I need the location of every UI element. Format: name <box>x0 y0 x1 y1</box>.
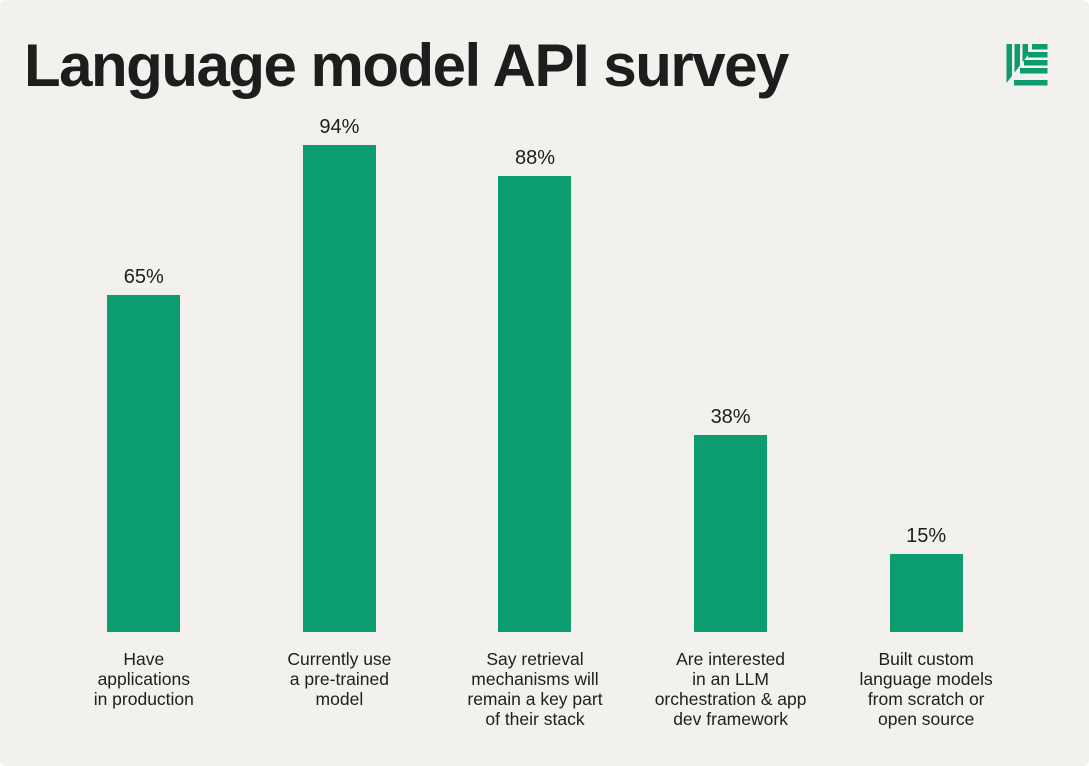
category-label-line: remain a key part <box>467 689 603 709</box>
category-label-line: mechanisms will <box>471 669 599 689</box>
bar-group: 15% Built custom language models from scrat… <box>828 114 1024 729</box>
bar <box>498 176 572 632</box>
category-label-line: Built custom <box>878 649 974 669</box>
striped-leaf-logo-icon <box>1003 40 1051 88</box>
bar-category-label: Built custom language models from scratch … <box>860 632 993 729</box>
bar-plot-cell: 88% <box>498 114 572 632</box>
category-label-line: of their stack <box>485 709 585 729</box>
bar-value-label: 15% <box>906 525 947 547</box>
bar-category-label: Are interested in an LLM orchestration & a… <box>655 632 807 729</box>
bar-group: 38% Are interested in an LLM orchestration … <box>633 114 829 729</box>
category-label-line: in production <box>93 689 194 709</box>
bar <box>107 295 181 632</box>
bar-category-label: Say retrieval mechanisms will remain a key… <box>467 632 602 729</box>
category-label-line: Are interested <box>676 649 786 669</box>
category-label-line: orchestration & app <box>654 689 807 709</box>
category-label-line: dev framework <box>673 709 788 729</box>
bar-plot-cell: 65% <box>107 114 181 632</box>
category-label-line: in an LLM <box>692 669 769 689</box>
bar-plot-cell: 15% <box>889 114 963 632</box>
bar-category-label: Currently use a pre-trained model <box>287 632 391 709</box>
category-label-line: open source <box>878 709 975 729</box>
category-label-line: model <box>315 689 364 709</box>
bar <box>694 435 768 632</box>
category-label-line: a pre-trained <box>289 669 389 689</box>
bar-value-label: 38% <box>710 406 751 428</box>
bar-value-label: 94% <box>319 116 360 138</box>
bar-chart: 65% Have applications in production 94% Curre… <box>46 114 1024 729</box>
bar-value-label: 88% <box>514 147 555 169</box>
page-title: Language model API survey <box>24 32 789 99</box>
bar <box>302 145 376 632</box>
bar-plot-cell: 38% <box>694 114 768 632</box>
category-label-line: applications <box>97 669 190 689</box>
bar-group: 94% Currently use a pre-trained model <box>242 114 438 729</box>
bar-group: 88% Say retrieval mechanisms will remain a … <box>437 114 633 729</box>
bar <box>889 554 963 632</box>
bar-category-label: Have applications in production <box>94 632 194 709</box>
category-label-line: language models <box>859 669 993 689</box>
category-label-line: Currently use <box>287 649 392 669</box>
bar-plot-cell: 94% <box>302 114 376 632</box>
category-label-line: from scratch or <box>867 689 985 709</box>
category-label-line: Have <box>123 649 165 669</box>
category-label-line: Say retrieval <box>486 649 584 669</box>
bar-group: 65% Have applications in production <box>46 114 242 729</box>
bar-value-label: 65% <box>123 266 164 288</box>
